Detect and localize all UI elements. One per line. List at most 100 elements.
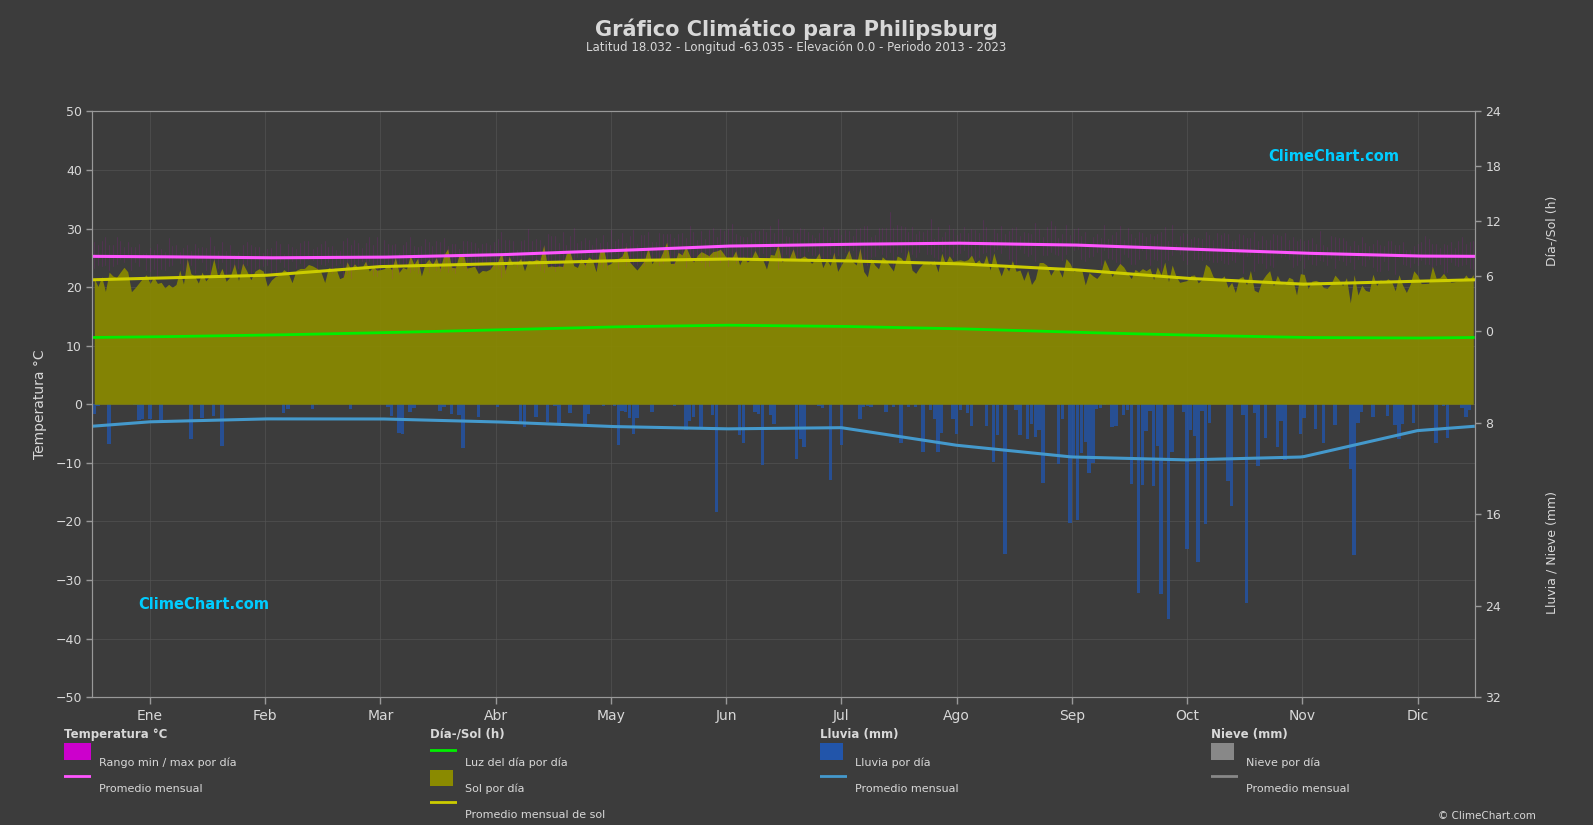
Bar (1026, 404, 1029, 439)
Bar (586, 404, 591, 414)
Bar (1400, 404, 1405, 424)
Bar (1034, 404, 1037, 437)
Bar (1279, 404, 1282, 421)
Bar (137, 404, 140, 420)
Bar (476, 404, 479, 417)
Text: Temperatura °C: Temperatura °C (64, 728, 167, 741)
Bar (870, 404, 873, 408)
Bar (954, 404, 959, 435)
Bar (688, 404, 691, 421)
Bar (892, 404, 895, 407)
Bar (1284, 404, 1287, 460)
Bar (753, 404, 757, 412)
Bar (553, 404, 558, 406)
Bar (443, 404, 446, 407)
Bar (1265, 404, 1268, 438)
Bar (757, 404, 760, 414)
Bar (699, 404, 703, 428)
Text: Promedio mensual: Promedio mensual (99, 784, 202, 794)
Bar (1349, 404, 1352, 469)
Bar (984, 404, 988, 426)
Bar (1244, 404, 1249, 603)
Bar (546, 404, 550, 422)
Text: Gráfico Climático para Philipsburg: Gráfico Climático para Philipsburg (596, 18, 997, 40)
Bar (1356, 404, 1360, 423)
Bar (828, 404, 832, 480)
Bar (636, 404, 639, 418)
Bar (932, 404, 937, 419)
Bar (691, 404, 695, 417)
Bar (865, 404, 870, 406)
Bar (768, 404, 773, 415)
Bar (951, 404, 954, 419)
Bar (1252, 404, 1255, 412)
Bar (738, 404, 741, 435)
Bar (1467, 404, 1472, 410)
Text: Rango min / max por día: Rango min / max por día (99, 757, 236, 768)
Bar (940, 404, 943, 433)
Bar (628, 404, 631, 417)
Bar (1110, 404, 1114, 427)
Bar (107, 404, 112, 444)
Bar (1088, 404, 1091, 473)
Text: Promedio mensual de sol: Promedio mensual de sol (465, 810, 605, 820)
Text: Promedio mensual: Promedio mensual (1246, 784, 1349, 794)
Bar (1241, 404, 1244, 415)
Bar (1442, 404, 1445, 406)
Bar (817, 404, 820, 406)
Bar (1091, 404, 1094, 463)
Bar (457, 404, 460, 415)
Bar (715, 404, 718, 512)
Bar (761, 404, 765, 465)
Bar (140, 404, 145, 419)
Bar (413, 404, 416, 408)
Bar (1397, 404, 1400, 439)
Bar (1188, 404, 1193, 430)
Text: Lluvia (mm): Lluvia (mm) (820, 728, 898, 741)
Bar (1352, 404, 1356, 555)
Bar (311, 404, 314, 409)
Bar (401, 404, 405, 434)
Bar (1394, 404, 1397, 426)
Text: Latitud 18.032 - Longitud -63.035 - Elevación 0.0 - Periodo 2013 - 2023: Latitud 18.032 - Longitud -63.035 - Elev… (586, 41, 1007, 54)
Bar (449, 404, 454, 414)
Bar (1160, 404, 1163, 594)
Bar (862, 404, 865, 408)
Bar (1200, 404, 1204, 412)
Bar (583, 404, 586, 426)
Bar (386, 404, 390, 407)
Bar (1182, 404, 1185, 412)
Bar (1069, 404, 1072, 523)
Bar (929, 404, 932, 410)
Bar (1061, 404, 1064, 419)
Bar (201, 404, 204, 418)
Bar (282, 404, 285, 412)
Bar (1075, 404, 1080, 520)
Bar (1171, 404, 1174, 452)
Bar (602, 404, 605, 406)
Bar (992, 404, 996, 462)
Bar (1121, 404, 1125, 415)
Bar (1322, 404, 1325, 443)
Bar (613, 404, 616, 406)
Text: Luz del día por día: Luz del día por día (465, 757, 569, 768)
Bar (190, 404, 193, 440)
Bar (683, 404, 688, 430)
Bar (1152, 404, 1155, 486)
Bar (1080, 404, 1083, 453)
Bar (1386, 404, 1389, 416)
Bar (349, 404, 352, 409)
Bar (773, 404, 776, 424)
Bar (624, 404, 628, 412)
Bar (742, 404, 746, 443)
Bar (840, 404, 843, 445)
Bar (1314, 404, 1317, 429)
Bar (1042, 404, 1045, 483)
Bar (1257, 404, 1260, 466)
Bar (616, 404, 620, 446)
Bar (523, 404, 526, 427)
Bar (1333, 404, 1337, 425)
Bar (1227, 404, 1230, 482)
Bar (534, 404, 538, 417)
Bar (397, 404, 401, 433)
